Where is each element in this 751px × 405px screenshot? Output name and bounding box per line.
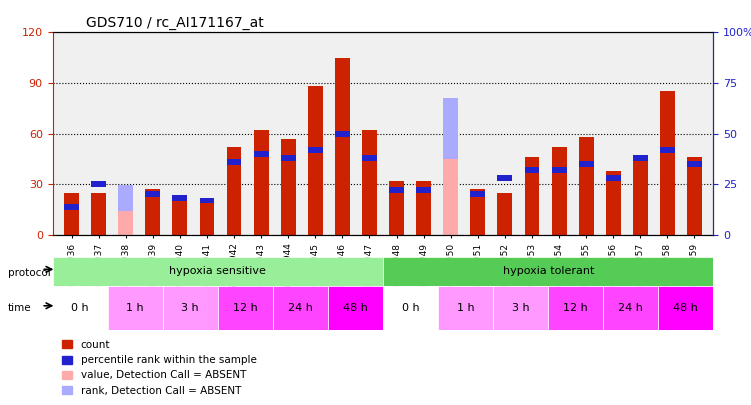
Bar [173,196,187,201]
Text: 12 h: 12 h [563,303,588,313]
Bar [660,92,675,235]
Bar [389,188,404,193]
Text: 24 h: 24 h [288,303,313,313]
Text: hypoxia sensitive: hypoxia sensitive [170,266,266,276]
Bar [200,198,214,203]
Text: 0 h: 0 h [402,303,419,313]
Bar [362,155,377,161]
Bar [579,137,593,235]
Bar [362,130,377,235]
FancyBboxPatch shape [383,257,713,286]
Text: hypoxia tolerant: hypoxia tolerant [502,266,594,276]
Text: 1 h: 1 h [457,303,475,313]
Bar [118,185,133,211]
Bar [173,201,187,235]
Bar [660,147,675,153]
Bar [91,181,106,187]
Bar [524,167,539,173]
Text: 24 h: 24 h [618,303,644,313]
Bar [552,167,566,173]
Bar [281,139,296,235]
Bar [389,181,404,235]
Text: 48 h: 48 h [343,303,368,313]
Bar [335,58,350,235]
FancyBboxPatch shape [53,257,383,286]
FancyBboxPatch shape [438,286,493,330]
Text: 1 h: 1 h [126,303,144,313]
Bar [281,155,296,161]
Bar [606,175,620,181]
FancyBboxPatch shape [383,286,438,330]
FancyBboxPatch shape [273,286,328,330]
Bar [579,161,593,167]
Bar [227,159,242,165]
Text: 3 h: 3 h [182,303,199,313]
Bar [335,131,350,136]
Bar [443,98,458,159]
Bar [91,193,106,235]
Bar [443,159,458,235]
Text: GDS710 / rc_AI171167_at: GDS710 / rc_AI171167_at [86,16,264,30]
FancyBboxPatch shape [548,286,603,330]
Bar [633,155,648,161]
Bar [416,181,431,235]
FancyBboxPatch shape [163,286,218,330]
Bar [687,157,702,235]
Text: 3 h: 3 h [512,303,529,313]
FancyBboxPatch shape [603,286,659,330]
Bar [254,151,269,157]
Legend: count, percentile rank within the sample, value, Detection Call = ABSENT, rank, : count, percentile rank within the sample… [58,336,261,400]
Bar [470,190,485,235]
Bar [64,193,79,235]
Bar [497,175,512,181]
Bar [552,147,566,235]
Text: protocol: protocol [8,268,50,277]
Bar [200,201,214,235]
Bar [633,156,648,235]
Bar [118,211,133,235]
Bar [416,188,431,193]
Bar [227,147,242,235]
Text: 0 h: 0 h [71,303,89,313]
Bar [470,192,485,197]
Bar [524,157,539,235]
Text: time: time [8,303,31,313]
FancyBboxPatch shape [218,286,273,330]
FancyBboxPatch shape [659,286,713,330]
FancyBboxPatch shape [328,286,383,330]
Bar [308,147,323,153]
FancyBboxPatch shape [107,286,163,330]
Bar [64,204,79,209]
Bar [308,86,323,235]
Bar [254,130,269,235]
Bar [497,193,512,235]
Bar [146,190,160,235]
Bar [606,171,620,235]
Bar [146,192,160,197]
Text: 12 h: 12 h [233,303,258,313]
Bar [687,161,702,167]
FancyBboxPatch shape [493,286,548,330]
Text: 48 h: 48 h [674,303,698,313]
FancyBboxPatch shape [53,286,107,330]
